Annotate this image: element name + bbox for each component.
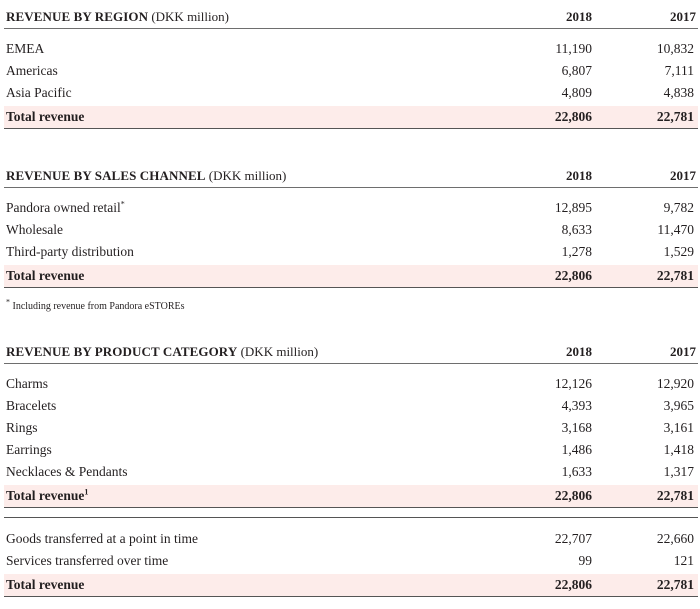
row-label: Americas (6, 63, 58, 78)
value-2017: 22,660 (656, 531, 694, 546)
table-row: Third-party distribution 1,278 1,529 (4, 241, 698, 263)
column-header-2018: 2018 (566, 168, 592, 183)
value-2018: 4,393 (561, 398, 592, 413)
total-row: Total revenue 22,806 22,781 (4, 265, 698, 288)
footnote: * Including revenue from Pandora eSTOREs (6, 297, 185, 312)
footnote-asterisk: * (6, 297, 10, 307)
row-label: Bracelets (6, 398, 57, 413)
column-header-2018: 2018 (566, 9, 592, 24)
footnote-text: Including revenue from Pandora eSTOREs (12, 301, 185, 312)
asterisk-mark: * (120, 199, 125, 209)
table-row: Earrings 1,486 1,418 (4, 439, 698, 461)
value-2018: 99 (578, 553, 593, 568)
region-table-unit: (DKK million) (151, 9, 229, 24)
product-category-table-header: REVENUE BY PRODUCT CATEGORY (DKK million… (4, 341, 698, 364)
row-label: Necklaces & Pendants (6, 464, 128, 479)
value-2017: 121 (673, 553, 694, 568)
value-2018: 1,633 (561, 464, 592, 479)
section-divider (4, 517, 698, 518)
value-2017: 1,317 (663, 464, 694, 479)
value-2018: 12,126 (554, 376, 592, 391)
value-2017: 3,161 (663, 420, 694, 435)
value-2017: 1,529 (663, 244, 694, 259)
product-category-table-unit: (DKK million) (240, 344, 319, 359)
row-label: Third-party distribution (6, 244, 134, 259)
value-2017: 9,782 (663, 200, 694, 215)
value-2018: 22,707 (554, 531, 592, 546)
total-label: Total revenue (6, 577, 85, 592)
sales-channel-table-unit: (DKK million) (208, 168, 287, 183)
total-value-2017: 22,781 (656, 488, 694, 503)
total-row: Total revenue1 22,806 22,781 (4, 485, 698, 508)
total-value-2018: 22,806 (554, 109, 592, 124)
total-label-text: Total revenue (6, 488, 85, 503)
row-label: EMEA (6, 41, 45, 56)
table-row: Charms 12,126 12,920 (4, 373, 698, 395)
column-header-2017: 2017 (670, 9, 696, 24)
row-label: Charms (6, 376, 48, 391)
row-label: Services transferred over time (6, 553, 169, 568)
table-row: Asia Pacific 4,809 4,838 (4, 82, 698, 104)
value-2017: 4,838 (663, 85, 694, 100)
total-label: Total revenue (6, 268, 85, 283)
value-2018: 3,168 (561, 420, 592, 435)
value-2018: 1,278 (561, 244, 592, 259)
table-row: Americas 6,807 7,111 (4, 60, 698, 82)
row-label: Wholesale (6, 222, 63, 237)
value-2018: 1,486 (561, 442, 592, 457)
total-row: Total revenue 22,806 22,781 (4, 574, 698, 597)
total-value-2018: 22,806 (554, 268, 592, 283)
total-label: Total revenue (6, 109, 85, 124)
value-2018: 4,809 (561, 85, 592, 100)
region-table-title: REVENUE BY REGION (6, 9, 149, 24)
table-row: Bracelets 4,393 3,965 (4, 395, 698, 417)
total-value-2018: 22,806 (554, 488, 592, 503)
value-2017: 12,920 (656, 376, 694, 391)
total-value-2018: 22,806 (554, 577, 592, 592)
row-label: Earrings (6, 442, 52, 457)
table-row: Wholesale 8,633 11,470 (4, 219, 698, 241)
value-2017: 10,832 (656, 41, 694, 56)
total-row: Total revenue 22,806 22,781 (4, 106, 698, 129)
total-label: Total revenue1 (6, 488, 88, 504)
row-label: Asia Pacific (6, 85, 72, 100)
footnote-ref-mark: 1 (84, 487, 89, 497)
row-label: Pandora owned retail* (6, 200, 125, 216)
value-2018: 8,633 (561, 222, 592, 237)
sales-channel-table-title: REVENUE BY SALES CHANNEL (6, 168, 206, 183)
table-row: Necklaces & Pendants 1,633 1,317 (4, 461, 698, 483)
table-row: Rings 3,168 3,161 (4, 417, 698, 439)
region-table-header: REVENUE BY REGION (DKK million) 2018 201… (4, 6, 698, 29)
value-2018: 11,190 (555, 41, 592, 56)
column-header-2018: 2018 (566, 344, 592, 359)
total-value-2017: 22,781 (656, 268, 694, 283)
table-row: Services transferred over time 99 121 (4, 550, 698, 572)
value-2018: 6,807 (561, 63, 592, 78)
column-header-2017: 2017 (670, 168, 696, 183)
table-row: EMEA 11,190 10,832 (4, 38, 698, 60)
value-2017: 1,418 (663, 442, 694, 457)
value-2017: 11,470 (657, 222, 694, 237)
table-row: Pandora owned retail* 12,895 9,782 (4, 197, 698, 219)
row-label-text: Pandora owned retail (6, 200, 121, 215)
total-value-2017: 22,781 (656, 109, 694, 124)
row-label: Rings (6, 420, 38, 435)
row-label: Goods transferred at a point in time (6, 531, 198, 546)
sales-channel-table-header: REVENUE BY SALES CHANNEL (DKK million) 2… (4, 165, 698, 188)
value-2018: 12,895 (554, 200, 592, 215)
table-row: Goods transferred at a point in time 22,… (4, 528, 698, 550)
column-header-2017: 2017 (670, 344, 696, 359)
value-2017: 3,965 (663, 398, 694, 413)
value-2017: 7,111 (664, 63, 694, 78)
product-category-table-title: REVENUE BY PRODUCT CATEGORY (6, 344, 238, 359)
total-value-2017: 22,781 (656, 577, 694, 592)
